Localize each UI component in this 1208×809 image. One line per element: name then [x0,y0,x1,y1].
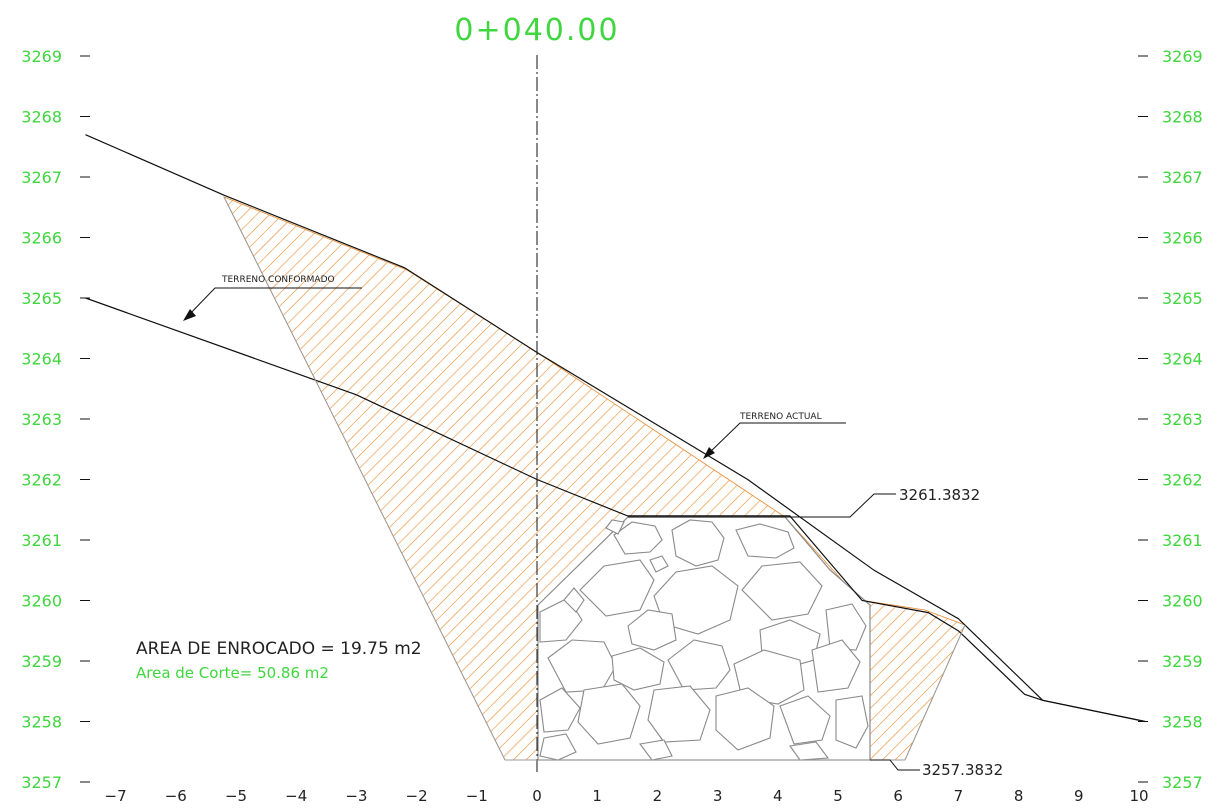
y-axis-right: 3269 3268 3267 3266 3265 3264 3263 3262 3261 3260… [1138,47,1203,792]
x-tick-label: −6 [165,787,187,805]
rockfill-area [537,516,871,761]
x-tick-label: −4 [285,787,307,805]
x-tick-label: 2 [653,787,663,805]
y-right-tick-label: 3268 [1162,108,1203,127]
y-right-tick-label: 3257 [1162,773,1203,792]
area-enrocado-text: AREA DE ENROCADO = 19.75 m2 [136,639,422,659]
y-right-tick-label: 3261 [1162,531,1203,550]
terreno-actual-label: TERRENO ACTUAL [739,412,822,422]
cut-left-boundary [223,196,506,761]
elevation-bottom-callout: 3257.3832 [870,759,1003,779]
elevation-top-callout: 3261.3832 [628,486,980,518]
y-left-tick-label: 3269 [21,47,62,66]
x-tick-label: 7 [954,787,964,805]
y-right-tick-label: 3264 [1162,350,1203,369]
x-tick-label: 3 [713,787,723,805]
y-left-tick-label: 3258 [21,713,62,732]
cut-right-boundary [904,624,966,761]
y-left-tick-label: 3257 [21,773,62,792]
x-axis: −7 −6 −5 −4 −3 −2 −1 0 1 2 3 4 5 6 7 8 9 10 [105,787,1149,805]
x-tick-label: −2 [406,787,428,805]
y-right-tick-label: 3262 [1162,471,1203,490]
y-right-tick-label: 3260 [1162,592,1203,611]
station-title: 0+040.00 [454,13,619,48]
y-right-tick-label: 3259 [1162,652,1203,671]
terreno-conformado-label: TERRENO CONFORMADO [221,275,335,285]
y-left-tick-label: 3266 [21,229,62,248]
y-right-tick-label: 3258 [1162,713,1203,732]
y-right-tick-label: 3267 [1162,168,1203,187]
y-axis-left: 3269 3268 3267 3266 3265 3264 3263 3262 3261 3260… [21,47,90,792]
terreno-actual-callout: TERRENO ACTUAL [703,412,846,459]
y-right-tick-label: 3263 [1162,410,1203,429]
x-tick-label: 8 [1014,787,1024,805]
elevation-bottom-label: 3257.3832 [922,761,1003,779]
x-tick-label: 6 [893,787,903,805]
terreno-actual-line [85,134,1146,723]
y-right-tick-label: 3266 [1162,229,1203,248]
y-left-tick-label: 3263 [21,410,62,429]
y-right-tick-label: 3265 [1162,289,1203,308]
terreno-conformado-line [85,297,1146,723]
x-tick-label: 5 [833,787,843,805]
y-left-tick-label: 3268 [21,108,62,127]
x-tick-label: −7 [105,787,127,805]
x-tick-label: −5 [225,787,247,805]
y-left-tick-label: 3262 [21,471,62,490]
x-tick-label: 9 [1074,787,1084,805]
terreno-conformado-callout: TERRENO CONFORMADO [183,275,362,321]
area-corte-text: Area de Corte= 50.86 m2 [136,664,329,682]
x-tick-label: 4 [773,787,783,805]
x-tick-label: 1 [592,787,602,805]
y-left-tick-label: 3260 [21,592,62,611]
y-right-tick-label: 3269 [1162,47,1203,66]
x-tick-label: −3 [345,787,367,805]
y-left-tick-label: 3259 [21,652,62,671]
y-left-tick-label: 3261 [21,531,62,550]
y-left-tick-label: 3264 [21,350,62,369]
x-tick-label: −1 [466,787,488,805]
x-tick-label: 0 [532,787,542,805]
y-left-tick-label: 3267 [21,168,62,187]
x-tick-label: 10 [1129,787,1148,805]
elevation-top-label: 3261.3832 [899,486,980,504]
y-left-tick-label: 3265 [21,289,62,308]
